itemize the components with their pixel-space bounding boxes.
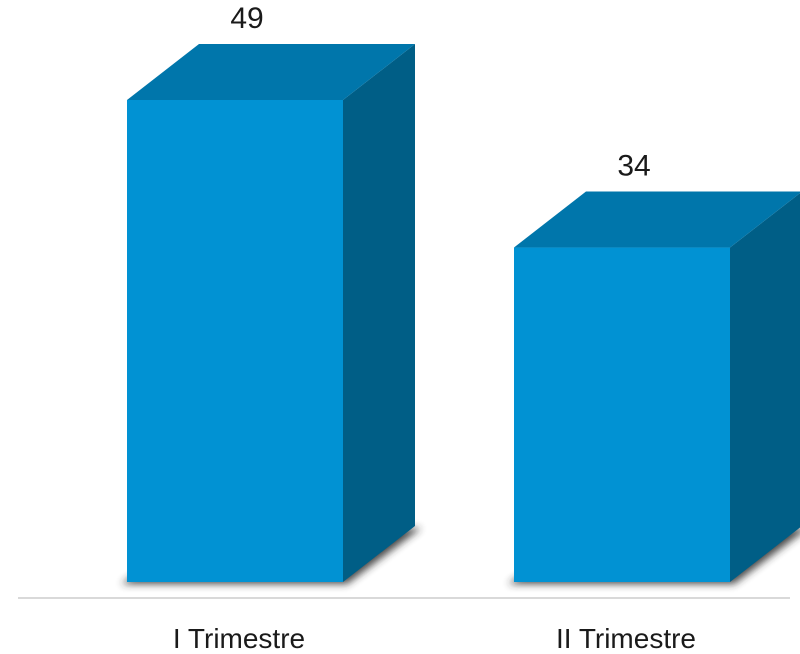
labels-group: 49 I Trimestre 34 II Trimestre bbox=[173, 2, 696, 654]
bar-2-value-label: 34 bbox=[617, 150, 650, 183]
bar-1-category-label: I Trimestre bbox=[173, 623, 305, 654]
bar-2-category-label: II Trimestre bbox=[556, 623, 696, 654]
bar-2-top-face bbox=[514, 191, 800, 248]
bar-1 bbox=[127, 44, 415, 582]
bar-2 bbox=[514, 191, 800, 582]
bars-group bbox=[127, 44, 800, 582]
bar-2-front-face bbox=[514, 247, 730, 582]
bar-1-front-face bbox=[127, 100, 343, 582]
bar-1-side-face bbox=[343, 44, 415, 582]
bar-2-side-face bbox=[730, 193, 800, 582]
bar-1-top-face bbox=[127, 44, 415, 100]
bar-1-value-label: 49 bbox=[230, 2, 263, 35]
